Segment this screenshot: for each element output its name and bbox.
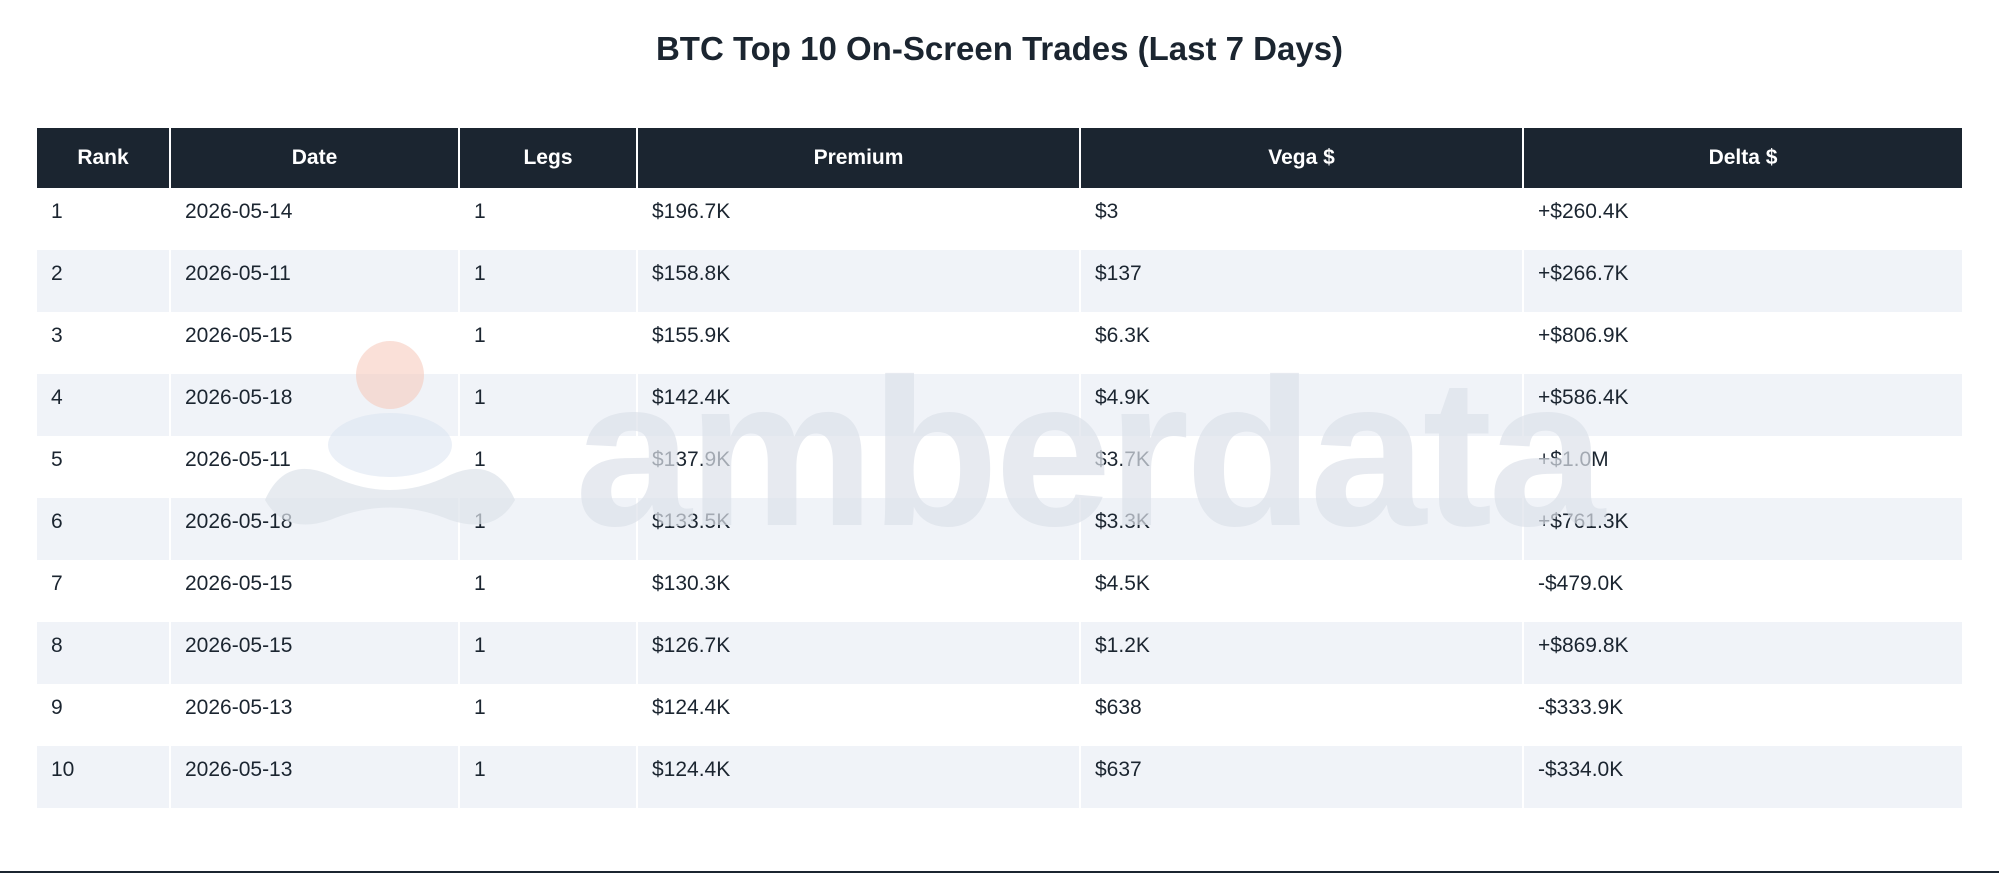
cell-rank: 9 — [37, 684, 170, 746]
cell-rank: 5 — [37, 436, 170, 498]
cell-vega: $3.3K — [1079, 498, 1523, 560]
cell-premium: $124.4K — [636, 746, 1080, 808]
cell-vega: $4.9K — [1079, 374, 1523, 436]
cell-delta: +$586.4K — [1522, 374, 1962, 436]
table-row[interactable]: 3 2026-05-15 1 $155.9K $6.3K +$806.9K — [37, 312, 1962, 374]
table-row[interactable]: 9 2026-05-13 1 $124.4K $638 -$333.9K — [37, 684, 1962, 746]
cell-vega: $638 — [1079, 684, 1523, 746]
cell-vega: $4.5K — [1079, 560, 1523, 622]
table-row[interactable]: 10 2026-05-13 1 $124.4K $637 -$334.0K — [37, 746, 1962, 808]
cell-date: 2026-05-13 — [169, 746, 459, 808]
cell-legs: 1 — [458, 684, 637, 746]
column-header-vega[interactable]: Vega $ — [1079, 128, 1523, 188]
cell-rank: 3 — [37, 312, 170, 374]
cell-legs: 1 — [458, 746, 637, 808]
cell-date: 2026-05-11 — [169, 250, 459, 312]
cell-vega: $6.3K — [1079, 312, 1523, 374]
cell-premium: $196.7K — [636, 188, 1080, 250]
cell-legs: 1 — [458, 374, 637, 436]
column-header-rank[interactable]: Rank — [37, 128, 170, 188]
cell-vega: $1.2K — [1079, 622, 1523, 684]
cell-date: 2026-05-14 — [169, 188, 459, 250]
cell-vega: $3 — [1079, 188, 1523, 250]
cell-premium: $137.9K — [636, 436, 1080, 498]
cell-premium: $126.7K — [636, 622, 1080, 684]
bottom-border — [0, 871, 1999, 873]
cell-delta: +$869.8K — [1522, 622, 1962, 684]
cell-legs: 1 — [458, 312, 637, 374]
table-body: 1 2026-05-14 1 $196.7K $3 +$260.4K 2 2026-05-11… — [37, 188, 1962, 808]
cell-legs: 1 — [458, 498, 637, 560]
cell-date: 2026-05-15 — [169, 560, 459, 622]
cell-date: 2026-05-15 — [169, 312, 459, 374]
cell-rank: 10 — [37, 746, 170, 808]
column-header-legs[interactable]: Legs — [458, 128, 637, 188]
cell-rank: 4 — [37, 374, 170, 436]
table-row[interactable]: 5 2026-05-11 1 $137.9K $3.7K +$1.0M — [37, 436, 1962, 498]
cell-legs: 1 — [458, 250, 637, 312]
cell-rank: 6 — [37, 498, 170, 560]
column-header-premium[interactable]: Premium — [636, 128, 1080, 188]
table-row[interactable]: 8 2026-05-15 1 $126.7K $1.2K +$869.8K — [37, 622, 1962, 684]
cell-vega: $137 — [1079, 250, 1523, 312]
cell-date: 2026-05-18 — [169, 374, 459, 436]
table-row[interactable]: 7 2026-05-15 1 $130.3K $4.5K -$479.0K — [37, 560, 1962, 622]
table-row[interactable]: 1 2026-05-14 1 $196.7K $3 +$260.4K — [37, 188, 1962, 250]
cell-rank: 2 — [37, 250, 170, 312]
table-row[interactable]: 4 2026-05-18 1 $142.4K $4.9K +$586.4K — [37, 374, 1962, 436]
chart-title: BTC Top 10 On-Screen Trades (Last 7 Days… — [655, 30, 1344, 67]
cell-premium: $124.4K — [636, 684, 1080, 746]
cell-rank: 8 — [37, 622, 170, 684]
cell-date: 2026-05-11 — [169, 436, 459, 498]
column-header-delta[interactable]: Delta $ — [1522, 128, 1962, 188]
cell-delta: -$479.0K — [1522, 560, 1962, 622]
cell-delta: -$334.0K — [1522, 746, 1962, 808]
cell-premium: $158.8K — [636, 250, 1080, 312]
cell-date: 2026-05-15 — [169, 622, 459, 684]
table-row[interactable]: 2 2026-05-11 1 $158.8K $137 +$266.7K — [37, 250, 1962, 312]
cell-date: 2026-05-13 — [169, 684, 459, 746]
cell-premium: $142.4K — [636, 374, 1080, 436]
cell-premium: $133.5K — [636, 498, 1080, 560]
cell-delta: -$333.9K — [1522, 684, 1962, 746]
cell-delta: +$1.0M — [1522, 436, 1962, 498]
cell-vega: $637 — [1079, 746, 1523, 808]
cell-legs: 1 — [458, 560, 637, 622]
column-header-date[interactable]: Date — [169, 128, 459, 188]
cell-legs: 1 — [458, 436, 637, 498]
cell-delta: +$806.9K — [1522, 312, 1962, 374]
cell-delta: +$260.4K — [1522, 188, 1962, 250]
cell-delta: +$761.3K — [1522, 498, 1962, 560]
cell-legs: 1 — [458, 188, 637, 250]
cell-premium: $155.9K — [636, 312, 1080, 374]
cell-delta: +$266.7K — [1522, 250, 1962, 312]
cell-premium: $130.3K — [636, 560, 1080, 622]
cell-vega: $3.7K — [1079, 436, 1523, 498]
cell-legs: 1 — [458, 622, 637, 684]
table-header-row: Rank Date Legs Premium Vega $ Delta $ — [37, 128, 1962, 188]
cell-rank: 1 — [37, 188, 170, 250]
cell-date: 2026-05-18 — [169, 498, 459, 560]
cell-rank: 7 — [37, 560, 170, 622]
table-row[interactable]: 6 2026-05-18 1 $133.5K $3.3K +$761.3K — [37, 498, 1962, 560]
